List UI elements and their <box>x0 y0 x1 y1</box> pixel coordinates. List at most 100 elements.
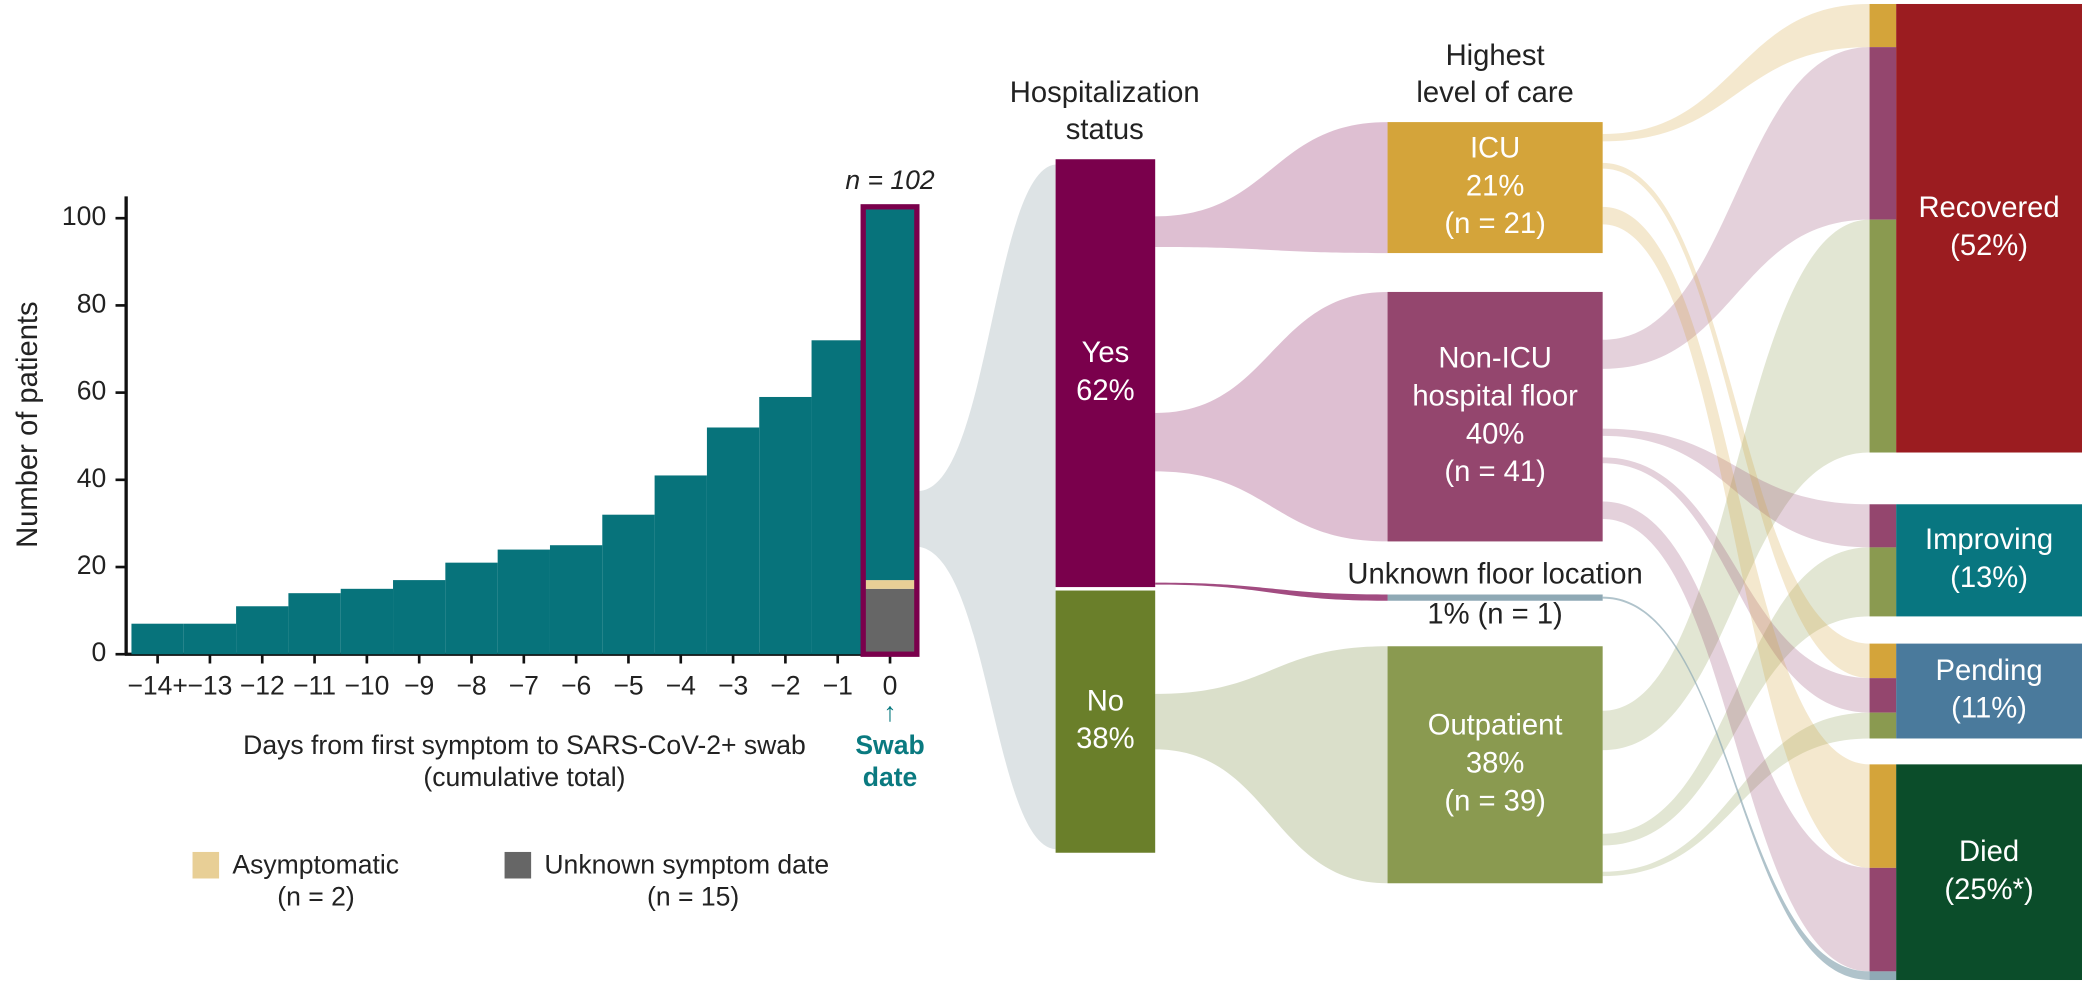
link <box>1602 712 1870 877</box>
bar <box>549 545 603 655</box>
legend-note: (n = 2) <box>277 881 354 911</box>
inflow-segment <box>1869 971 1897 981</box>
node-label: Improving <box>1925 524 2053 556</box>
inflow-segment <box>1869 712 1897 739</box>
link <box>1602 428 1870 548</box>
link <box>1602 162 1870 679</box>
link <box>1602 206 1870 868</box>
x-tick-label: −1 <box>823 670 853 700</box>
node-label: Yes <box>1082 337 1130 369</box>
y-tick-label: 100 <box>62 201 106 231</box>
link <box>1155 646 1388 884</box>
node-label: (n = 41) <box>1444 456 1545 488</box>
bar <box>393 580 446 655</box>
x-tick-label: 0 <box>883 670 898 700</box>
x-tick-label: −13 <box>187 670 232 700</box>
legend-note: (n = 15) <box>647 881 739 911</box>
y-tick-label: 20 <box>77 550 107 580</box>
node <box>1387 291 1603 542</box>
y-tick-label: 0 <box>91 637 106 667</box>
bar <box>863 209 917 581</box>
value-label: 1% <box>1427 598 1469 630</box>
column-title: status <box>1066 114 1144 146</box>
x-tick-label: −12 <box>240 670 285 700</box>
node-label: hospital floor <box>1412 381 1578 413</box>
inflow-segment <box>1869 547 1897 617</box>
node-label: ICU <box>1470 132 1520 164</box>
column-title: Hospitalization <box>1010 77 1200 109</box>
node-label: (n = 21) <box>1444 208 1545 240</box>
node-label: (52%) <box>1950 230 2028 262</box>
x-tick-label: −14+ <box>127 670 188 700</box>
bar <box>183 623 237 655</box>
swab-arrow: ↑ <box>883 697 896 727</box>
node-label: (n = 39) <box>1444 785 1545 817</box>
inflow-segment <box>1869 867 1897 972</box>
node-label: Recovered <box>1918 192 2059 224</box>
bar <box>759 396 812 655</box>
x-tick-label: −5 <box>613 670 643 700</box>
legend-swatch <box>504 851 532 879</box>
node-label: Unknown floor location <box>1347 559 1642 591</box>
node <box>1896 764 2082 981</box>
y-tick-label: 60 <box>77 376 107 406</box>
node-label: 40% <box>1466 418 1524 450</box>
inflow-segment <box>1869 643 1897 679</box>
link <box>1602 501 1870 972</box>
swab-label: date <box>863 762 918 792</box>
y-axis-label: Number of patients <box>12 301 44 548</box>
node-value: 1% (n = 1) <box>1427 598 1562 630</box>
bar <box>445 562 498 655</box>
node <box>1387 646 1603 884</box>
node-label: Pending <box>1935 655 2042 687</box>
link <box>1602 596 1870 981</box>
node-label: (11%) <box>1951 693 2027 725</box>
x-axis-label: (cumulative total) <box>423 762 625 792</box>
node <box>1896 3 2082 453</box>
node-label: Died <box>1959 836 2019 868</box>
x-tick-label: −3 <box>718 670 748 700</box>
link <box>1155 122 1388 254</box>
x-tick-label: −9 <box>404 670 434 700</box>
node-label: Non-ICU <box>1438 343 1552 375</box>
inflow-segment <box>1869 678 1897 713</box>
x-tick-label: −11 <box>293 670 336 700</box>
x-axis-label: Days from first symptom to SARS-CoV-2+ s… <box>243 730 806 760</box>
node <box>1387 122 1603 254</box>
bar <box>236 606 289 655</box>
link <box>1602 219 1870 751</box>
column-title: level of care <box>1416 77 1573 109</box>
annotation: n = 102 <box>845 165 935 195</box>
column-title: Highest <box>1446 40 1545 72</box>
link <box>1602 457 1870 713</box>
bar <box>497 549 550 655</box>
y-tick-label: 80 <box>77 288 107 318</box>
swab-label: Swab <box>855 730 924 760</box>
node-label: 38% <box>1076 723 1134 755</box>
n-label: (n = 1) <box>1478 598 1563 630</box>
x-tick-label: −6 <box>561 670 591 700</box>
highlight-box <box>860 204 920 657</box>
node-label: No <box>1087 685 1124 717</box>
bar <box>811 340 864 655</box>
inflow-segment <box>1869 764 1897 868</box>
inflow-segment <box>1869 219 1897 453</box>
x-tick-label: −10 <box>344 670 389 700</box>
inflow-segment <box>1869 47 1897 220</box>
bar <box>706 427 760 655</box>
link <box>1602 47 1870 369</box>
overview-flow <box>918 164 1056 850</box>
node-label: (25%*) <box>1944 874 2033 906</box>
node-label: 38% <box>1466 747 1524 779</box>
node-label: 62% <box>1076 375 1134 407</box>
x-tick-label: −2 <box>770 670 800 700</box>
inflow-segment <box>1869 504 1897 548</box>
node <box>1896 643 2082 739</box>
x-tick-label: −7 <box>509 670 539 700</box>
legend-label: Unknown symptom date <box>544 850 829 880</box>
link <box>1602 547 1870 846</box>
bar <box>340 588 394 655</box>
y-tick-label: 40 <box>77 463 107 493</box>
